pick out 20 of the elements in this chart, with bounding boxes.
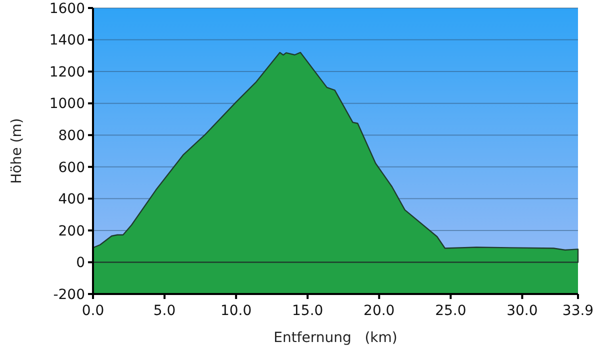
x-tick-label: 25.0 (435, 303, 466, 319)
x-tick-label: 0.0 (82, 303, 104, 319)
y-tick-label: 1000 (49, 96, 85, 112)
x-tick-label: 20.0 (364, 303, 395, 319)
y-tick-label: 1200 (49, 64, 85, 80)
x-tick-label: 15.0 (292, 303, 324, 319)
x-tick-label: 10.0 (220, 303, 252, 319)
y-tick-label: -200 (53, 286, 85, 303)
y-tick-label: 400 (58, 192, 85, 208)
y-tick-label: 800 (58, 128, 85, 144)
y-axis-title: Höhe (m) (9, 118, 25, 184)
x-tick-label: 33.9 (562, 303, 594, 319)
x-tick-label: 5.0 (153, 303, 176, 319)
y-tick-label: 1400 (49, 32, 85, 49)
y-tick-label: 200 (58, 223, 85, 240)
x-tick-label: 30.0 (506, 303, 538, 319)
y-tick-label: 600 (58, 160, 85, 176)
x-axis-title: Entfernung (km) (274, 330, 398, 346)
y-tick-label: 0 (76, 255, 85, 272)
y-tick-label: 1600 (49, 0, 85, 17)
